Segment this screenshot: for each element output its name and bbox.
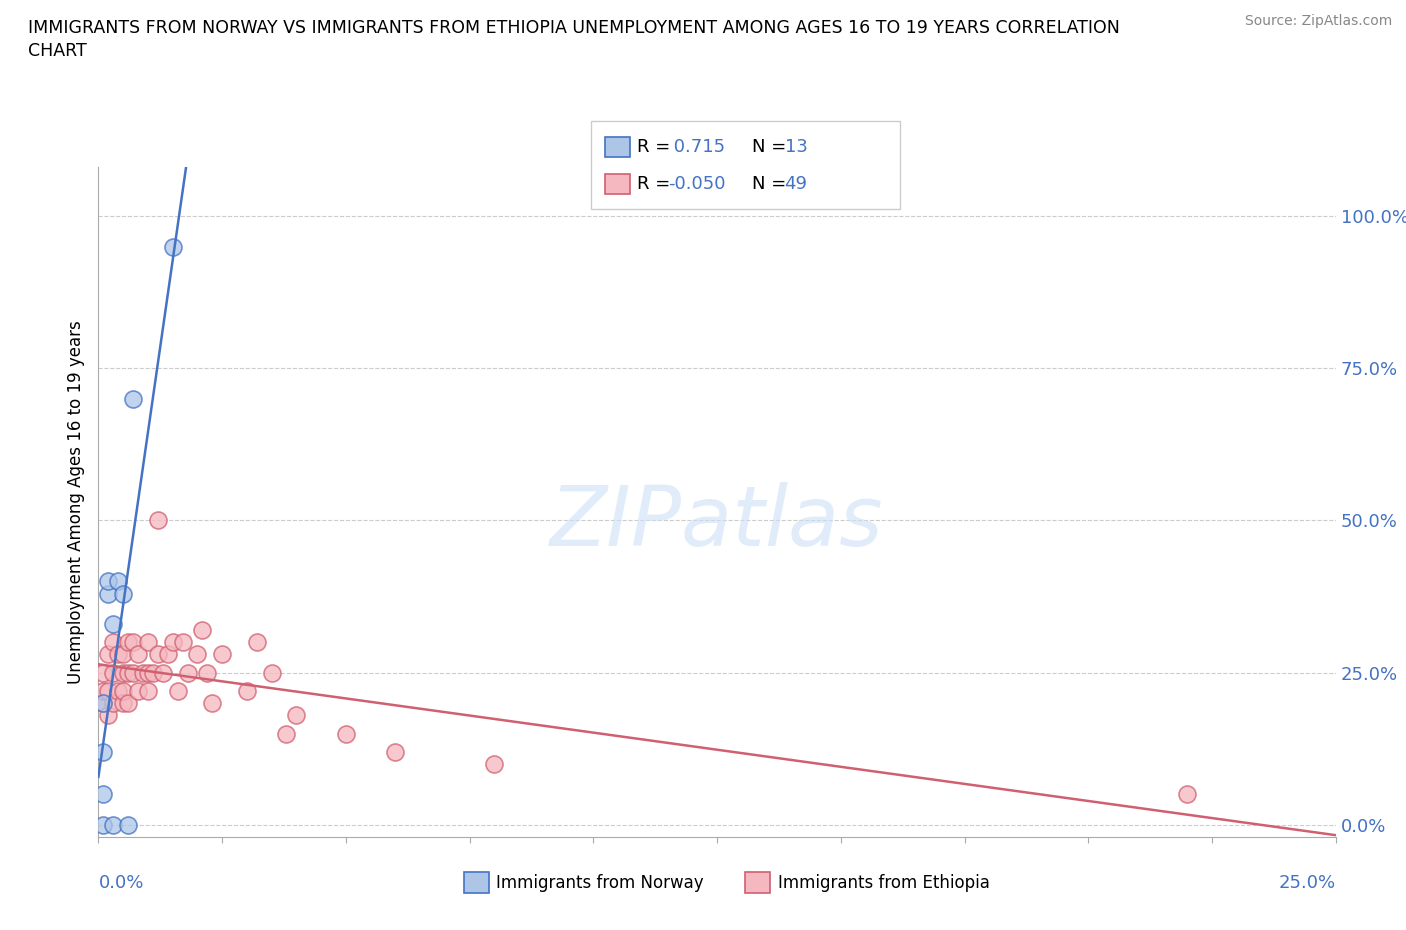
Point [285,708,308,723]
Text: IMMIGRANTS FROM NORWAY VS IMMIGRANTS FROM ETHIOPIA UNEMPLOYMENT AMONG AGES 16 TO: IMMIGRANTS FROM NORWAY VS IMMIGRANTS FRO… [28,19,1121,60]
Point [112,586,135,601]
Point [112,696,135,711]
Point [384,744,406,759]
Point [97,708,120,723]
Point [93,787,115,802]
Point [97,684,120,698]
Point [117,696,139,711]
Point [127,647,149,662]
Text: ZIPatlas: ZIPatlas [550,482,884,563]
Point [93,817,115,832]
Point [97,647,120,662]
Point [484,756,506,771]
Point [176,665,198,680]
Text: Immigrants from Norway: Immigrants from Norway [496,873,704,892]
Point [107,647,129,662]
Point [103,665,125,680]
Point [162,635,184,650]
Point [103,817,125,832]
Point [156,647,179,662]
Point [146,647,169,662]
Point [122,665,145,680]
Text: 0.715: 0.715 [668,138,725,156]
Point [132,665,155,680]
Point [112,647,135,662]
Point [97,586,120,601]
Point [93,684,115,698]
Text: 25.0%: 25.0% [1278,874,1336,892]
Text: R =: R = [637,138,676,156]
Point [152,665,174,680]
Point [103,617,125,631]
Point [122,635,145,650]
Point [97,574,120,589]
Point [146,513,169,528]
Point [112,665,135,680]
Point [211,647,233,662]
Point [136,684,159,698]
Text: 49: 49 [785,175,807,193]
Point [117,817,139,832]
Point [162,239,184,254]
Point [112,684,135,698]
Point [93,696,115,711]
Text: -0.050: -0.050 [668,175,725,193]
Text: Source: ZipAtlas.com: Source: ZipAtlas.com [1244,14,1392,28]
Point [93,665,115,680]
Point [107,574,129,589]
Point [186,647,208,662]
Point [260,665,283,680]
Point [136,635,159,650]
Point [93,696,115,711]
Text: N =: N = [752,138,792,156]
Point [117,665,139,680]
Point [127,684,149,698]
Point [93,744,115,759]
Point [142,665,165,680]
Point [201,696,224,711]
Point [166,684,188,698]
Point [172,635,194,650]
Text: N =: N = [752,175,792,193]
Text: 13: 13 [785,138,807,156]
Point [136,665,159,680]
Point [191,622,214,637]
Point [1175,787,1198,802]
Point [103,635,125,650]
Text: Immigrants from Ethiopia: Immigrants from Ethiopia [778,873,990,892]
Point [246,635,269,650]
Point [107,684,129,698]
Point [122,392,145,406]
Text: R =: R = [637,175,676,193]
Text: 0.0%: 0.0% [98,874,143,892]
Y-axis label: Unemployment Among Ages 16 to 19 years: Unemployment Among Ages 16 to 19 years [66,320,84,684]
Point [335,726,357,741]
Point [195,665,218,680]
Point [276,726,298,741]
Point [103,696,125,711]
Point [117,635,139,650]
Point [236,684,259,698]
